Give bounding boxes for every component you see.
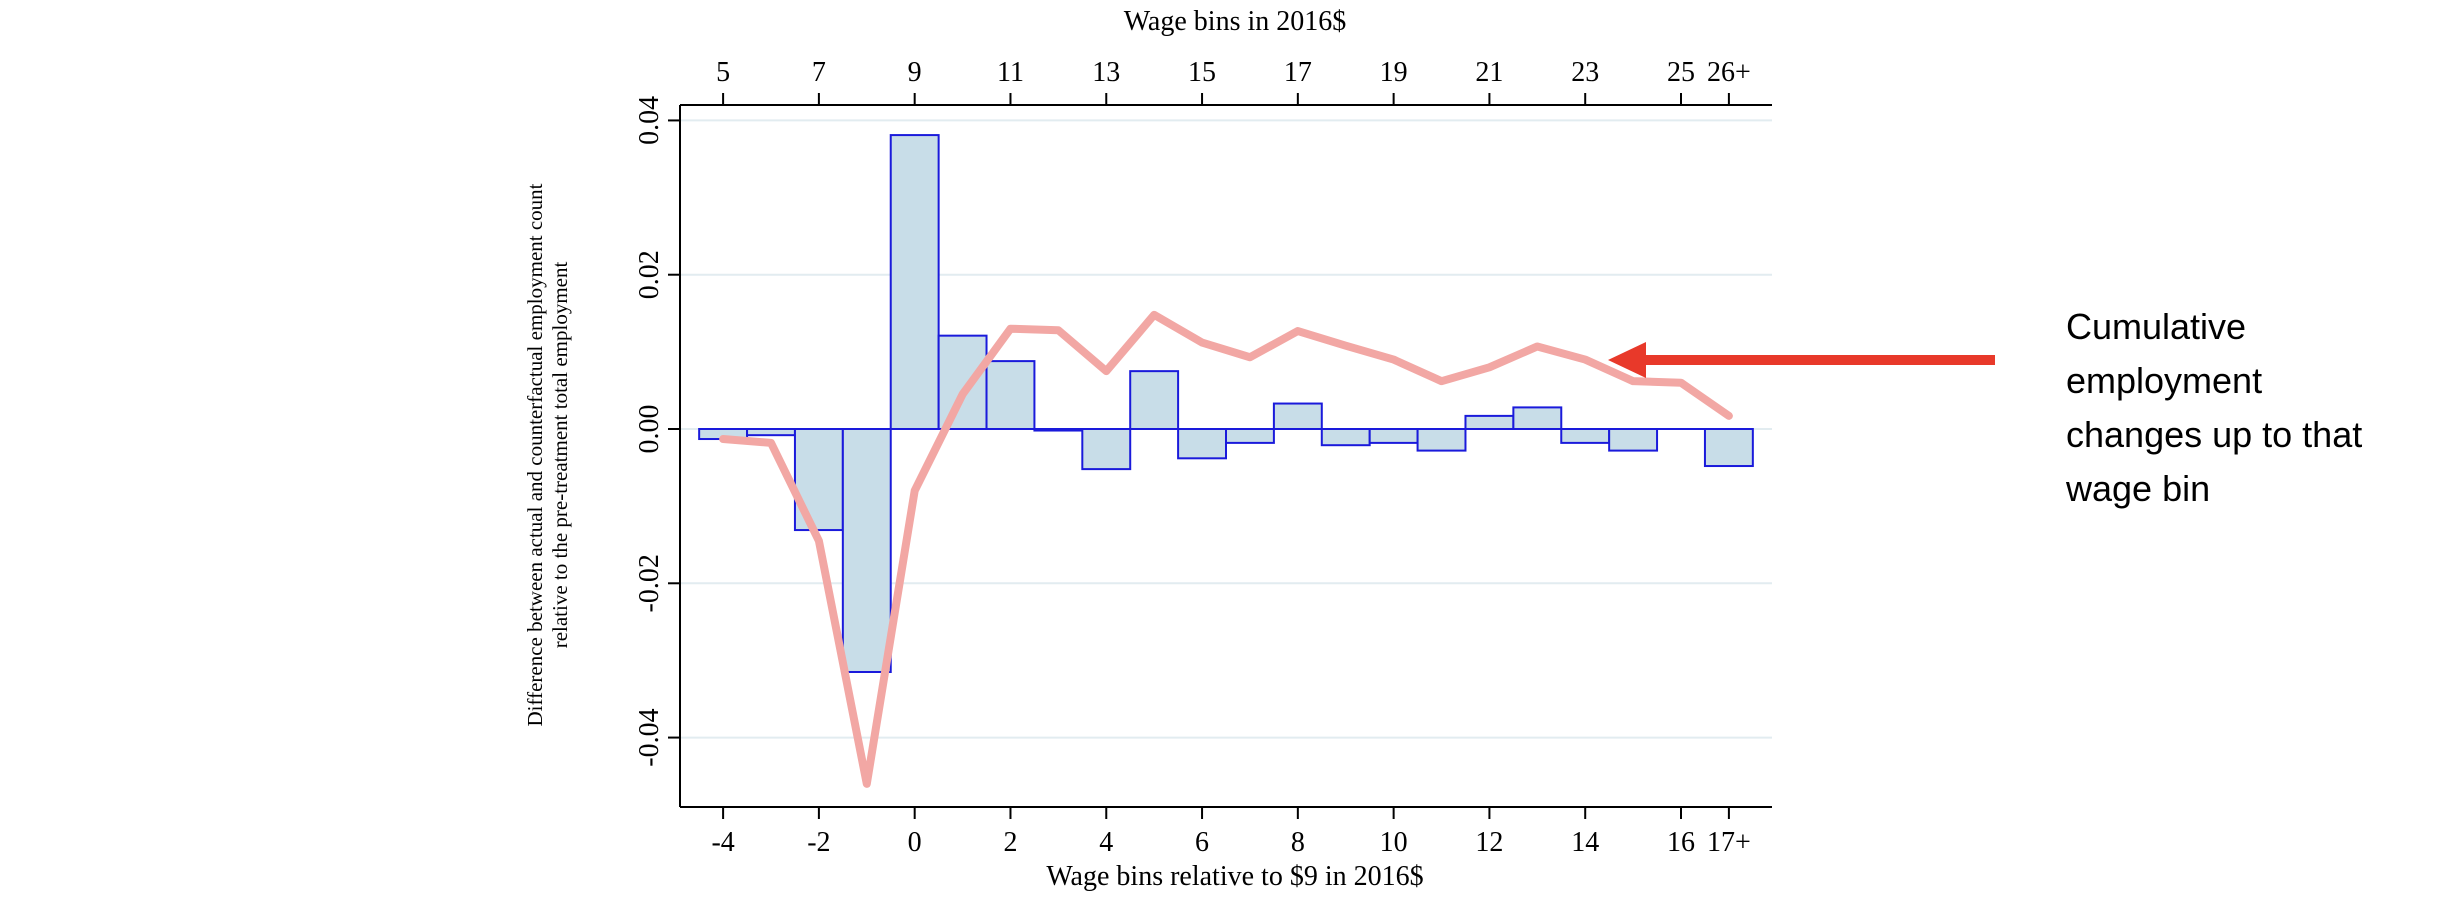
x-top-tick-label: 5 bbox=[716, 57, 730, 88]
y-tick-label: 0.04 bbox=[634, 96, 665, 145]
bar bbox=[1225, 428, 1275, 444]
bar-series bbox=[698, 134, 1754, 673]
annotation-line-1: Cumulative bbox=[2066, 306, 2247, 347]
x-bottom-tick-label: -2 bbox=[807, 827, 830, 858]
tick-labels: -0.04 -0.02 0.00 0.02 0.04 -4 -2 0 2 4 6 8 10 12 14 16 1… bbox=[634, 57, 1751, 858]
bar bbox=[1608, 428, 1659, 452]
y-axis-title-line1: Difference between actual and counterfac… bbox=[523, 183, 547, 726]
x-bottom-tick-label: -4 bbox=[711, 827, 734, 858]
top-axis-title: Wage bins in 2016$ bbox=[1124, 6, 1347, 37]
x-top-tick-label: 9 bbox=[908, 57, 922, 88]
annotation-line-2: employment bbox=[2066, 360, 2263, 401]
x-bottom-tick-label: 10 bbox=[1380, 827, 1408, 858]
x-bottom-tick-label: 12 bbox=[1475, 827, 1503, 858]
annotation-text: Cumulative employment changes up to that… bbox=[2066, 300, 2426, 516]
axes bbox=[679, 104, 1772, 808]
bar bbox=[1272, 402, 1323, 430]
annotation-line-4: wage bin bbox=[2066, 468, 2211, 509]
bar bbox=[841, 428, 892, 673]
x-top-tick-label: 26+ bbox=[1707, 57, 1751, 88]
x-top-tick-label: 7 bbox=[812, 57, 826, 88]
x-top-tick-label: 13 bbox=[1092, 57, 1120, 88]
bar bbox=[1703, 428, 1754, 468]
y-tick-label: 0.02 bbox=[634, 250, 665, 299]
x-bottom-tick-label: 4 bbox=[1099, 827, 1113, 858]
x-bottom-tick-label: 16 bbox=[1667, 827, 1695, 858]
bar bbox=[1560, 428, 1611, 444]
x-top-tick-label: 11 bbox=[997, 57, 1024, 88]
bar bbox=[937, 334, 988, 430]
bar bbox=[1081, 428, 1132, 471]
x-top-tick-label: 15 bbox=[1188, 57, 1216, 88]
bar bbox=[1464, 414, 1515, 430]
annotation-arrow bbox=[1608, 342, 1995, 378]
cumulative-line bbox=[719, 310, 1733, 788]
cumulative-line-series bbox=[719, 310, 1733, 788]
x-top-tick-label: 23 bbox=[1571, 57, 1599, 88]
x-bottom-tick-label: 6 bbox=[1195, 827, 1209, 858]
bar bbox=[985, 360, 1036, 430]
bar bbox=[1512, 406, 1563, 430]
x-top-tick-label: 25 bbox=[1667, 57, 1695, 88]
x-top-tick-label: 19 bbox=[1380, 57, 1408, 88]
x-top-tick-label: 17 bbox=[1284, 57, 1312, 88]
x-bottom-tick-label: 14 bbox=[1571, 827, 1599, 858]
x-bottom-tick-label: 8 bbox=[1291, 827, 1305, 858]
x-top-tick-label: 21 bbox=[1475, 57, 1503, 88]
y-tick-label: -0.04 bbox=[634, 708, 665, 766]
arrow-head bbox=[1608, 342, 1646, 378]
bar bbox=[889, 134, 940, 430]
bar bbox=[1368, 428, 1419, 444]
x-bottom-tick-label: 17+ bbox=[1707, 827, 1751, 858]
annotation-line-3: changes up to that bbox=[2066, 414, 2363, 455]
y-tick-label: -0.02 bbox=[634, 554, 665, 612]
y-tick-label: 0.00 bbox=[634, 405, 665, 454]
bar bbox=[1320, 428, 1371, 447]
x-bottom-tick-label: 2 bbox=[1003, 827, 1017, 858]
bar bbox=[1177, 428, 1227, 460]
bottom-axis-title: Wage bins relative to $9 in 2016$ bbox=[1046, 861, 1423, 892]
x-bottom-tick-label: 0 bbox=[908, 827, 922, 858]
bar bbox=[1129, 370, 1180, 430]
y-axis-title-line2: relative to the pre-treatment total empl… bbox=[548, 262, 572, 649]
bar bbox=[1416, 428, 1467, 452]
